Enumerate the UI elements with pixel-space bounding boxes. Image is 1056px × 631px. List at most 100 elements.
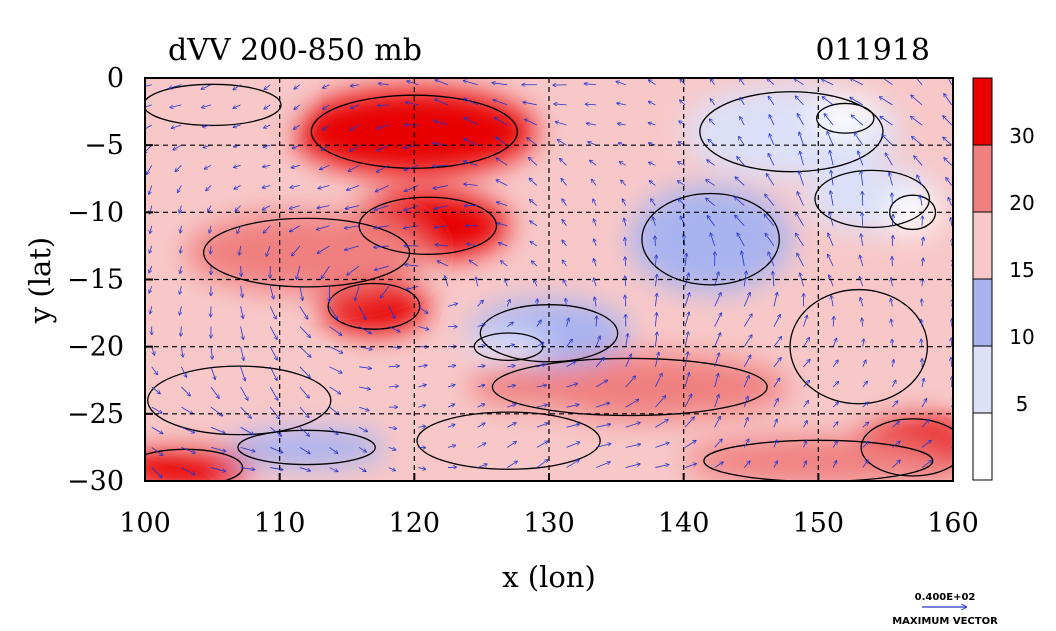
wind-vector: [269, 386, 277, 400]
wind-vector: [447, 424, 455, 428]
wind-vector: [885, 153, 893, 166]
wind-vector: [498, 223, 508, 227]
wind-vector: [240, 447, 255, 451]
wind-vector: [773, 440, 777, 448]
wind-vector: [796, 96, 804, 106]
wind-vector: [347, 265, 360, 275]
legend-label: 15: [1009, 258, 1034, 282]
y-tick-label: −30: [67, 466, 124, 497]
wind-vector: [181, 447, 195, 452]
x-axis-label: x (lon): [502, 560, 596, 594]
field-blob: [293, 88, 536, 175]
wind-vector: [743, 397, 748, 408]
wind-vector: [234, 165, 241, 167]
wind-vector: [233, 125, 241, 127]
wind-vector: [943, 116, 952, 126]
wind-vector: [147, 165, 153, 174]
legend-label: 30: [1009, 124, 1034, 148]
wind-vector: [595, 462, 610, 468]
wind-vector: [269, 346, 277, 360]
wind-vector: [831, 296, 833, 307]
wind-vector: [862, 318, 863, 327]
wind-vector: [566, 424, 580, 428]
wind-vector: [180, 265, 181, 273]
wind-vector: [299, 406, 309, 417]
wind-vector: [294, 104, 301, 109]
wind-vector: [892, 360, 893, 367]
x-tick-label: 140: [658, 508, 710, 539]
wind-vector: [180, 225, 181, 233]
wind-vector: [532, 261, 538, 267]
wind-vector: [861, 234, 863, 246]
wind-vector: [739, 137, 745, 146]
wind-vector: [497, 202, 508, 206]
wind-vector: [803, 441, 807, 448]
wind-vector: [561, 179, 567, 186]
wind-vector: [862, 382, 867, 388]
wind-vector: [404, 225, 419, 228]
field-blob: [185, 212, 428, 293]
field-blob: [811, 100, 879, 136]
wind-vector: [773, 461, 777, 468]
wind-vector: [507, 461, 517, 468]
wind-vector: [418, 326, 428, 330]
legend-label: 10: [1009, 325, 1034, 349]
wind-vector: [151, 386, 160, 394]
wind-vector: [684, 293, 689, 307]
wind-vector: [467, 244, 478, 246]
wind-vector: [735, 215, 745, 227]
contour-line: [816, 102, 875, 134]
wind-vector: [507, 322, 513, 327]
wind-vector: [290, 185, 300, 187]
wind-vector: [587, 123, 597, 125]
wind-vector: [892, 401, 897, 408]
wind-vector: [299, 386, 309, 398]
wind-vector: [880, 97, 893, 106]
wind-vector: [735, 177, 745, 186]
wind-vector: [536, 385, 546, 387]
wind-vector: [594, 278, 597, 287]
wind-vector: [329, 386, 340, 394]
wind-vector: [173, 144, 182, 150]
y-axis-label: y (lat): [23, 237, 57, 324]
wind-vector: [742, 251, 745, 267]
wind-vector: [850, 78, 863, 86]
wind-vector: [531, 242, 538, 247]
wind-vector: [205, 164, 212, 169]
wind-vector: [655, 255, 656, 267]
wind-vector: [290, 225, 301, 232]
wind-vector: [655, 275, 657, 287]
wind-vector: [388, 447, 396, 450]
wind-vector: [149, 265, 152, 272]
wind-vector: [948, 198, 953, 206]
wind-vector: [566, 442, 580, 448]
wind-vector: [262, 205, 271, 210]
wind-vector: [892, 236, 893, 246]
wind-vector: [270, 467, 282, 470]
wind-vector: [299, 467, 310, 471]
wind-vector: [477, 464, 487, 468]
wind-vector: [625, 354, 632, 367]
chart-title: dVV 200-850 mb: [168, 33, 422, 68]
contour-line: [202, 217, 411, 288]
wind-vector: [946, 178, 952, 186]
wind-vector: [358, 406, 368, 410]
wind-vector: [595, 336, 600, 347]
wind-vector: [233, 104, 241, 108]
wind-vector: [374, 246, 389, 248]
wind-vector: [345, 225, 360, 228]
wind-vector: [891, 278, 892, 287]
wind-vector: [435, 99, 449, 106]
wind-vector: [625, 296, 626, 307]
wind-vector: [800, 273, 804, 287]
wind-vector: [768, 252, 775, 267]
wind-vector: [530, 200, 538, 206]
vector-key-label: MAXIMUM VECTOR: [892, 616, 998, 627]
wind-vector: [769, 115, 775, 126]
wind-vector: [796, 234, 804, 247]
wind-vector: [854, 133, 864, 146]
wind-vector: [180, 306, 182, 314]
wind-vector: [828, 233, 834, 247]
wind-vector: [594, 259, 597, 267]
plot-area: 100 110 120 130 140 150 160 0 −5 −10 −15 −20 −25 −30: [67, 63, 979, 539]
